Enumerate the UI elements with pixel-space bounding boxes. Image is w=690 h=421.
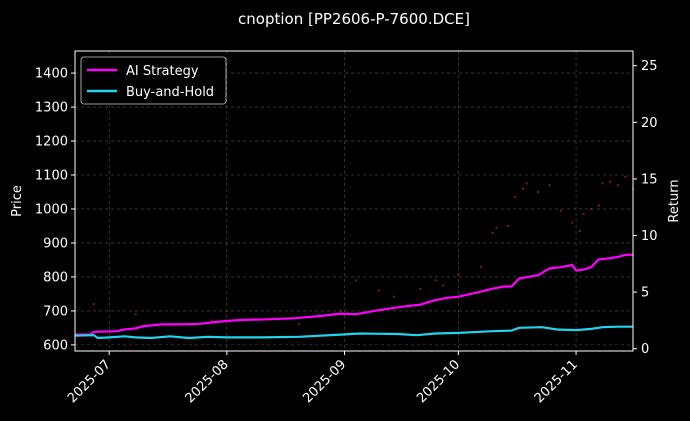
price-point [92,303,96,306]
series-line-buy-and-hold [74,325,633,340]
price-point [537,190,540,194]
price-point [548,184,551,187]
y-left-tick-label: 1300 [35,101,68,116]
y-right-axis: 0 5 10 15 20 25 [633,59,658,357]
price-point [354,279,357,282]
y-right-tick-label: 5 [641,286,649,301]
y-left-tick-label: 1000 [35,202,68,217]
y-left-axis: 600 700 800 900 1000 1100 1200 1300 1400 [35,67,75,353]
y-left-tick-label: 1100 [35,169,68,184]
y-left-tick-label: 900 [43,236,68,251]
price-point [491,231,494,234]
price-point [601,182,604,185]
price-point [609,180,612,183]
price-point [377,289,380,292]
price-point [624,175,627,178]
legend-label-ai-strategy: AI Strategy [126,64,199,79]
price-point [480,265,483,268]
price-point [590,207,593,211]
price-point [514,195,517,199]
series-line-ai-strategy [75,253,633,336]
grid [75,51,633,351]
price-point [134,313,137,316]
price-point [525,182,528,185]
price-point [419,287,422,290]
y-left-tick-label: 600 [43,338,68,353]
price-point [442,284,445,287]
x-tick-label: 2025-10 [414,357,463,406]
price-point [616,184,619,187]
price-point [495,226,498,229]
x-tick-label: 2025-08 [183,357,232,406]
x-tick-label: 2025-09 [300,357,349,406]
price-point [457,273,460,276]
x-tick-label: 2025-07 [65,357,114,406]
y-left-label: Price [10,185,25,217]
price-point [392,295,395,298]
x-axis: 2025-07 2025-08 2025-09 2025-10 2025-11 [65,351,581,406]
y-right-tick-label: 0 [641,342,649,357]
y-right-tick-label: 20 [641,116,658,131]
price-point [582,212,585,216]
y-right-label: Return [667,179,682,222]
price-point [597,204,600,207]
y-left-tick-label: 800 [43,270,68,285]
y-left-tick-label: 1400 [35,67,68,82]
plot-frame [74,50,634,352]
y-left-tick-label: 700 [43,304,68,319]
legend: AI Strategy Buy-and-Hold [80,56,227,105]
price-point [210,319,213,322]
y-right-tick-label: 25 [641,59,658,74]
chart-title: cnoption [PP2606-P-7600.DCE] [238,10,470,28]
legend-box [80,56,227,105]
y-left-tick-label: 1200 [35,135,68,150]
price-scatter-layer [92,175,635,325]
series-layer [74,253,633,340]
price-point [559,209,562,212]
x-tick-label: 2025-11 [532,357,581,406]
price-point [521,187,525,190]
legend-label-buy-and-hold: Buy-and-Hold [126,85,214,100]
price-point [434,279,437,282]
price-point [339,309,342,313]
y-right-tick-label: 10 [641,229,658,244]
price-point [578,229,581,233]
price-point [297,322,301,325]
price-point [506,224,509,228]
price-point [571,221,574,224]
y-right-tick-label: 15 [641,172,658,187]
